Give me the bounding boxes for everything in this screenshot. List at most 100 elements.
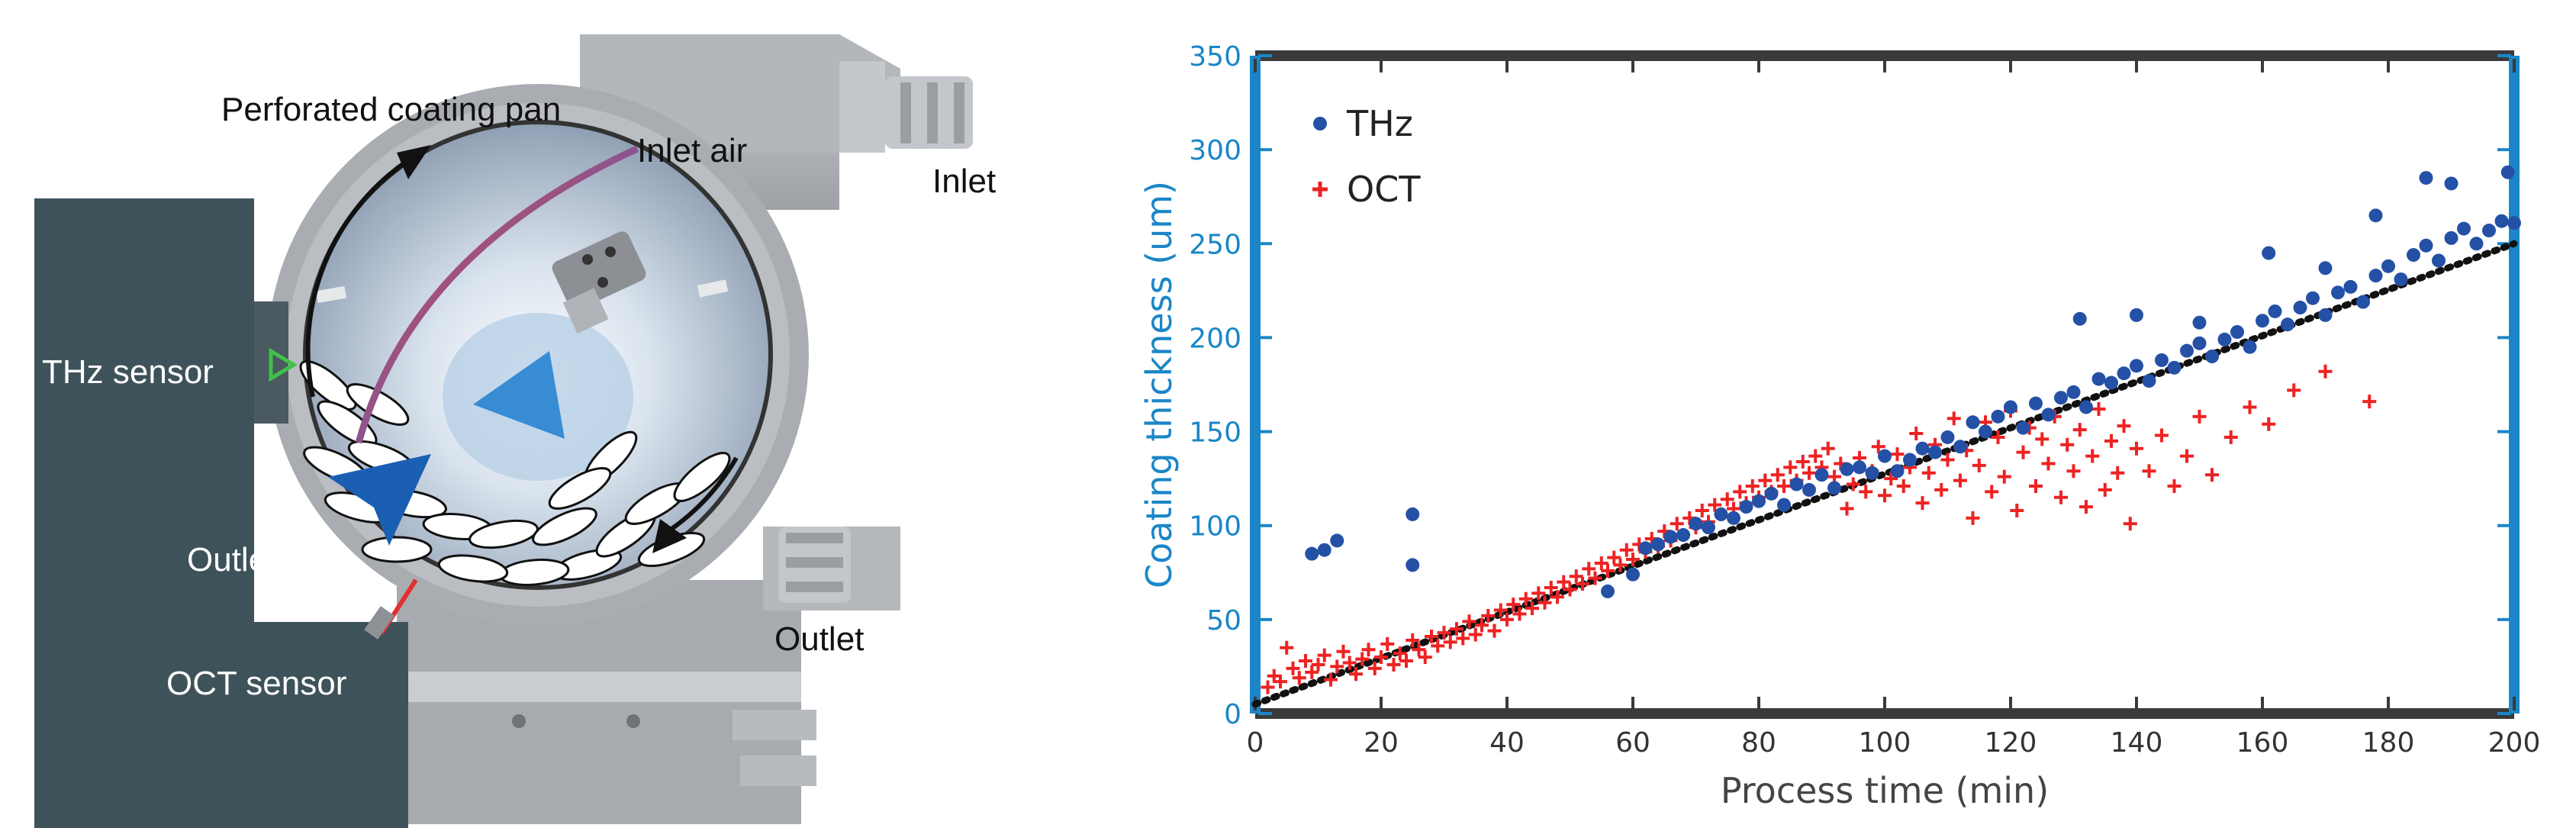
oct-point xyxy=(1512,607,1527,621)
legend-thz-marker xyxy=(1313,117,1327,130)
thz-point xyxy=(1752,494,1766,508)
oct-point xyxy=(1531,586,1546,601)
oct-point xyxy=(2155,428,2169,443)
oct-point xyxy=(1292,671,1306,685)
label-inlet-air: Inlet air xyxy=(637,132,747,169)
spray-cone xyxy=(473,351,565,439)
oct-sensor-box xyxy=(34,622,408,828)
oct-point xyxy=(1613,558,1628,572)
outlet-pipe xyxy=(778,527,851,603)
thz-point xyxy=(2243,340,2257,354)
thz-point xyxy=(2167,360,2182,375)
oct-point xyxy=(1972,458,1986,472)
x-tick-label: 200 xyxy=(2488,727,2541,759)
label-outlet-air: Outlet air xyxy=(187,541,324,578)
oct-point xyxy=(2010,504,2024,518)
thz-point xyxy=(2381,259,2395,273)
oct-point xyxy=(1966,511,1980,525)
thz-point xyxy=(2054,391,2068,405)
x-tick-label: 180 xyxy=(2362,727,2415,759)
oct-point xyxy=(1317,648,1331,662)
oct-point xyxy=(1626,553,1640,567)
thz-beam-icon xyxy=(269,347,298,382)
thz-point xyxy=(1777,498,1791,512)
thz-point xyxy=(1739,500,1753,514)
legend-thz-label: THz xyxy=(1346,103,1413,144)
x-axis-label: Process time (min) xyxy=(1721,770,2049,811)
oct-point xyxy=(1475,618,1489,633)
oct-point xyxy=(1563,582,1577,597)
oct-point xyxy=(2205,468,2219,482)
x-ticks: 0 20 40 60 80 100 120 140 160 180 200 xyxy=(1247,59,2541,759)
oct-point xyxy=(1795,454,1810,469)
oct-point xyxy=(2111,466,2125,480)
oct-point xyxy=(2079,500,2093,514)
y-tick-label: 50 xyxy=(1206,605,1241,636)
oct-point xyxy=(2180,449,2194,463)
thz-point xyxy=(2117,366,2131,381)
oct-point xyxy=(2085,449,2100,463)
oct-point xyxy=(1783,460,1798,475)
thz-point xyxy=(2029,396,2043,411)
thz-point xyxy=(1878,449,1892,463)
thz-point xyxy=(1991,409,2005,424)
thz-point xyxy=(1865,466,1879,480)
thz-point xyxy=(1764,486,1779,501)
oct-point xyxy=(1418,650,1432,665)
oct-point xyxy=(1695,504,1709,518)
oct-point xyxy=(2054,490,2068,504)
thz-point xyxy=(1651,537,1665,552)
oct-point xyxy=(2035,432,2050,446)
thz-point xyxy=(2256,314,2269,328)
oct-point xyxy=(1569,569,1583,584)
oct-point xyxy=(1878,488,1892,503)
oct-point xyxy=(1399,654,1413,669)
oct-point xyxy=(1884,472,1898,486)
x-tick-label: 60 xyxy=(1615,727,1650,759)
thz-point xyxy=(2343,279,2358,294)
oct-point xyxy=(1311,657,1325,672)
thz-point xyxy=(2281,317,2294,332)
oct-point xyxy=(1997,469,2011,484)
y-tick-label: 350 xyxy=(1189,41,1241,72)
thz-point xyxy=(1928,445,1942,459)
rotation-arc-top xyxy=(305,158,410,398)
thz-point xyxy=(2016,420,2030,435)
y-tick-label: 300 xyxy=(1189,135,1241,166)
oct-point xyxy=(1770,468,1785,482)
thz-point xyxy=(2368,208,2383,223)
oct-point xyxy=(1456,631,1470,646)
thz-point xyxy=(1317,543,1331,557)
oct-point xyxy=(2066,464,2081,478)
thz-point xyxy=(1714,507,1728,521)
oct-point xyxy=(2262,417,2276,431)
oct-point xyxy=(1909,427,1924,441)
thz-point xyxy=(2500,165,2515,179)
oct-point xyxy=(1594,556,1608,570)
thz-point xyxy=(2457,221,2471,236)
oct-point xyxy=(2362,395,2377,409)
thz-point xyxy=(2306,291,2320,305)
oct-point xyxy=(1393,646,1407,661)
oct-point xyxy=(1525,601,1539,616)
oct-point xyxy=(2091,402,2106,417)
flow-arrow-big xyxy=(328,454,431,546)
thz-series xyxy=(1305,165,2521,598)
oct-point xyxy=(1274,675,1287,689)
oct-point xyxy=(1777,478,1791,493)
label-oct-sensor: OCT sensor xyxy=(166,665,346,702)
oct-point xyxy=(1538,595,1552,610)
oct-point xyxy=(1374,650,1388,665)
oct-point xyxy=(1588,571,1602,585)
x-tick-label: 40 xyxy=(1489,727,1525,759)
thz-point xyxy=(1406,507,1420,521)
thz-point xyxy=(2155,353,2169,367)
oct-point xyxy=(2223,430,2238,444)
thz-point xyxy=(2318,261,2333,275)
legend-oct-label: OCT xyxy=(1347,169,1421,210)
oct-point xyxy=(2016,445,2030,459)
oct-point xyxy=(1808,449,1823,463)
oct-point xyxy=(1286,661,1300,675)
oct-point xyxy=(1859,485,1873,499)
thz-point xyxy=(1802,482,1816,497)
